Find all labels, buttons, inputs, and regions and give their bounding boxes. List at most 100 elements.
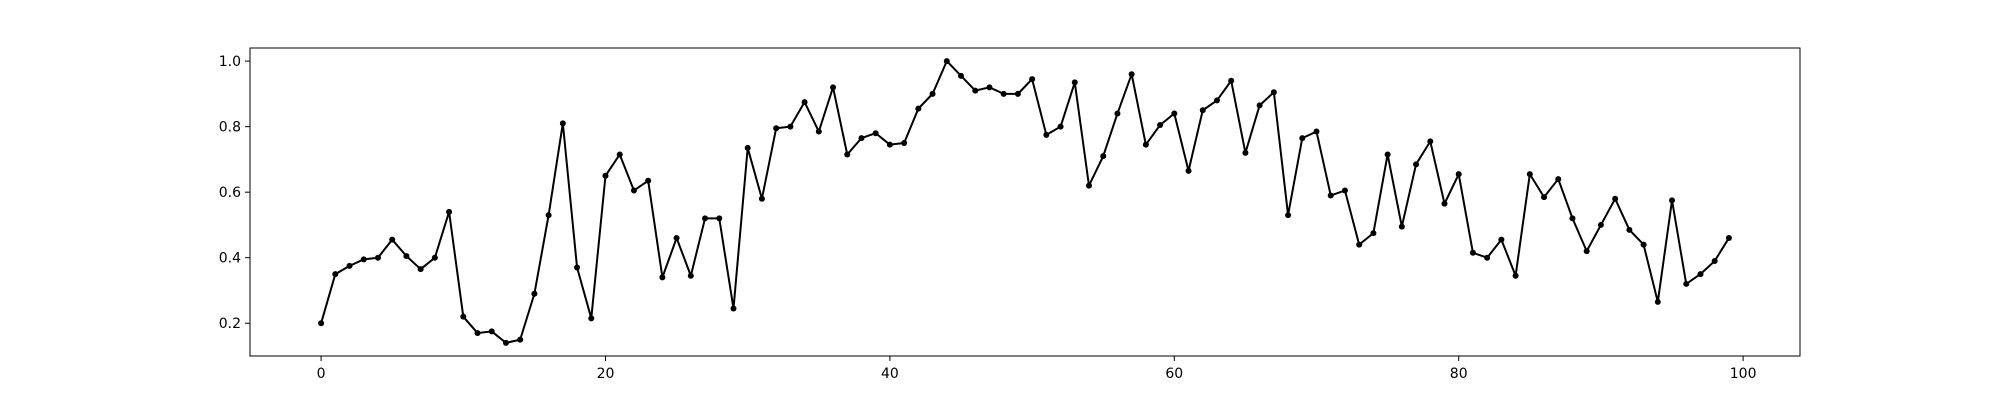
data-point [1014,90,1021,97]
data-point [545,212,552,219]
data-point [602,172,609,179]
data-point [730,305,737,312]
data-point [1199,107,1206,114]
data-point [986,84,993,91]
data-point [1413,161,1420,168]
data-point [1043,131,1050,138]
data-point [830,84,837,91]
data-point [773,125,780,132]
data-point [702,215,709,222]
data-point [1057,123,1064,130]
data-point [417,266,424,273]
data-point [844,151,851,158]
data-point [915,105,922,112]
data-point [1071,79,1078,86]
data-point [1597,221,1604,228]
data-point [1157,122,1164,128]
data-point [972,87,979,94]
data-point [588,315,595,322]
data-point [1370,230,1377,237]
data-point [1469,249,1476,256]
x-axis: 0 20 40 60 80 100 [317,356,1757,382]
data-point [1029,76,1036,83]
data-point [1228,77,1235,84]
data-point [502,339,509,346]
data-point [943,58,950,65]
data-point [787,123,794,130]
data-point [1085,182,1092,189]
data-point [531,290,538,297]
data-point [801,99,808,106]
data-point [1171,110,1178,117]
data-point [1285,212,1292,219]
data-point [431,254,438,261]
data-point [1327,192,1334,199]
data-point [1142,141,1149,148]
y-axis: 0.2 0.4 0.6 0.8 1.0 [219,54,250,332]
x-tick-label: 80 [1450,366,1468,382]
data-point [374,254,381,261]
data-point [1569,215,1576,222]
series-layer [318,58,1732,346]
data-point [1583,248,1590,255]
data-point [474,330,481,337]
data-point [1242,149,1249,156]
x-tick-label: 0 [317,366,326,382]
data-point [1683,280,1690,287]
data-point [389,236,396,243]
data-point [1512,272,1519,279]
data-point [1711,257,1718,264]
data-point [318,320,325,327]
series-line [320,60,1730,344]
data-point [744,144,751,151]
data-point [872,130,879,137]
data-point [1541,194,1548,201]
plot-area-frame [249,47,1801,357]
data-point [929,90,936,97]
x-tick-label: 100 [1730,366,1757,382]
data-point [1128,71,1135,78]
data-point [758,195,765,202]
data-point [858,135,865,142]
data-point [1640,241,1647,248]
y-tick-label: 1.0 [219,54,241,70]
data-point [1612,195,1619,202]
data-point [1526,171,1533,178]
data-point [1626,226,1633,233]
data-point [1384,151,1391,158]
data-point [1669,197,1676,204]
data-point [958,72,965,79]
data-point [673,235,680,242]
data-point [1725,235,1732,242]
y-tick-label: 0.2 [219,316,241,332]
data-point [1256,102,1263,109]
y-tick-label: 0.8 [219,120,241,136]
data-point [403,253,410,260]
data-point [1299,135,1306,142]
data-point [1654,298,1661,305]
data-point [488,328,495,335]
x-tick-label: 20 [597,366,615,382]
data-point [1000,90,1007,97]
x-tick-label: 60 [1165,366,1183,382]
data-point [616,151,623,158]
data-point [815,128,822,135]
data-point [1213,97,1220,104]
data-point [1356,241,1363,248]
data-point [574,264,581,271]
data-point [1185,167,1192,174]
data-point [1100,153,1107,160]
data-point [332,271,339,278]
data-point [559,120,566,127]
data-point [1398,223,1405,230]
data-point [886,141,893,148]
data-point [645,177,652,184]
data-point [446,208,453,215]
data-point [1313,128,1320,135]
data-point [901,140,908,147]
data-point [1114,110,1121,117]
data-point [1555,176,1562,183]
data-point [360,256,367,263]
